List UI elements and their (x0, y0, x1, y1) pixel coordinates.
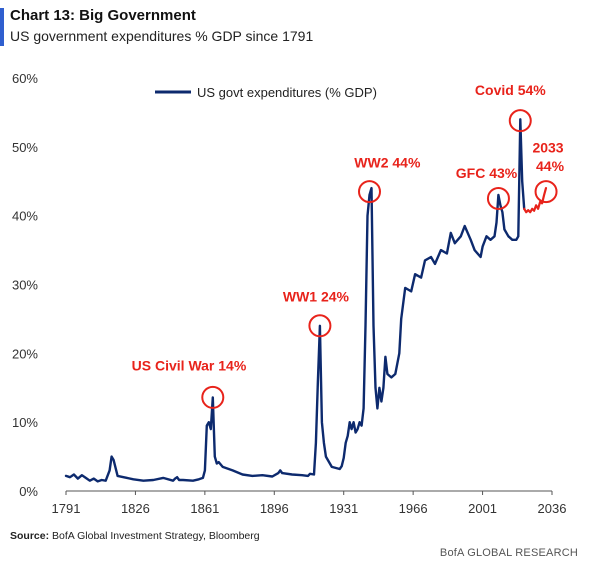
x-tick-label: 1931 (329, 501, 358, 516)
annotation-circle (358, 180, 382, 204)
x-tick-label: 1791 (52, 501, 81, 516)
source-label: Source: (10, 530, 50, 542)
x-tick-label: 2036 (538, 501, 567, 516)
source-note: Source: BofA Global Investment Strategy,… (10, 530, 260, 542)
y-tick-label: 40% (12, 209, 38, 224)
annotation-label: 44% (536, 158, 565, 174)
line-chart: 0% 10% 20% 30% 40% 50% 60% 1791 1826 1861 1896 1931… (12, 71, 567, 516)
chart-title: Chart 13: Big Government (10, 7, 196, 24)
y-tick-label: 20% (12, 346, 38, 361)
annotation-circle (308, 314, 332, 338)
x-tick-label: 1896 (260, 501, 289, 516)
y-tick-label: 10% (12, 415, 38, 430)
y-tick-label: 0% (19, 484, 38, 499)
annotation-label: US Civil War 14% (132, 358, 247, 374)
annotation-circle (201, 385, 225, 409)
annotation-label: Covid 54% (475, 82, 546, 98)
annotation-label: 2033 (532, 139, 563, 155)
series-line (64, 118, 526, 483)
brand-label: BofA GLOBAL RESEARCH (439, 547, 578, 559)
x-tick-label: 1826 (121, 501, 150, 516)
annotation-label: WW2 44% (354, 154, 421, 170)
y-tick-label: 50% (12, 140, 38, 155)
y-tick-label: 30% (12, 278, 38, 293)
x-tick-label: 1966 (399, 501, 428, 516)
source-text: BofA Global Investment Strategy, Bloombe… (52, 530, 260, 542)
x-tick-label: 1861 (190, 501, 219, 516)
annotation-label: WW1 24% (283, 289, 350, 305)
chart-subtitle: US government expenditures % GDP since 1… (10, 28, 314, 44)
annotation-circle (534, 180, 558, 204)
annotation-label: GFC 43% (456, 165, 518, 181)
legend-label: US govt expenditures (% GDP) (197, 85, 377, 100)
x-tick-label: 2001 (468, 501, 497, 516)
title-accent-bar (0, 8, 4, 46)
annotation-circle (508, 109, 532, 133)
annotation-circle (486, 186, 510, 210)
y-tick-label: 60% (12, 71, 38, 86)
